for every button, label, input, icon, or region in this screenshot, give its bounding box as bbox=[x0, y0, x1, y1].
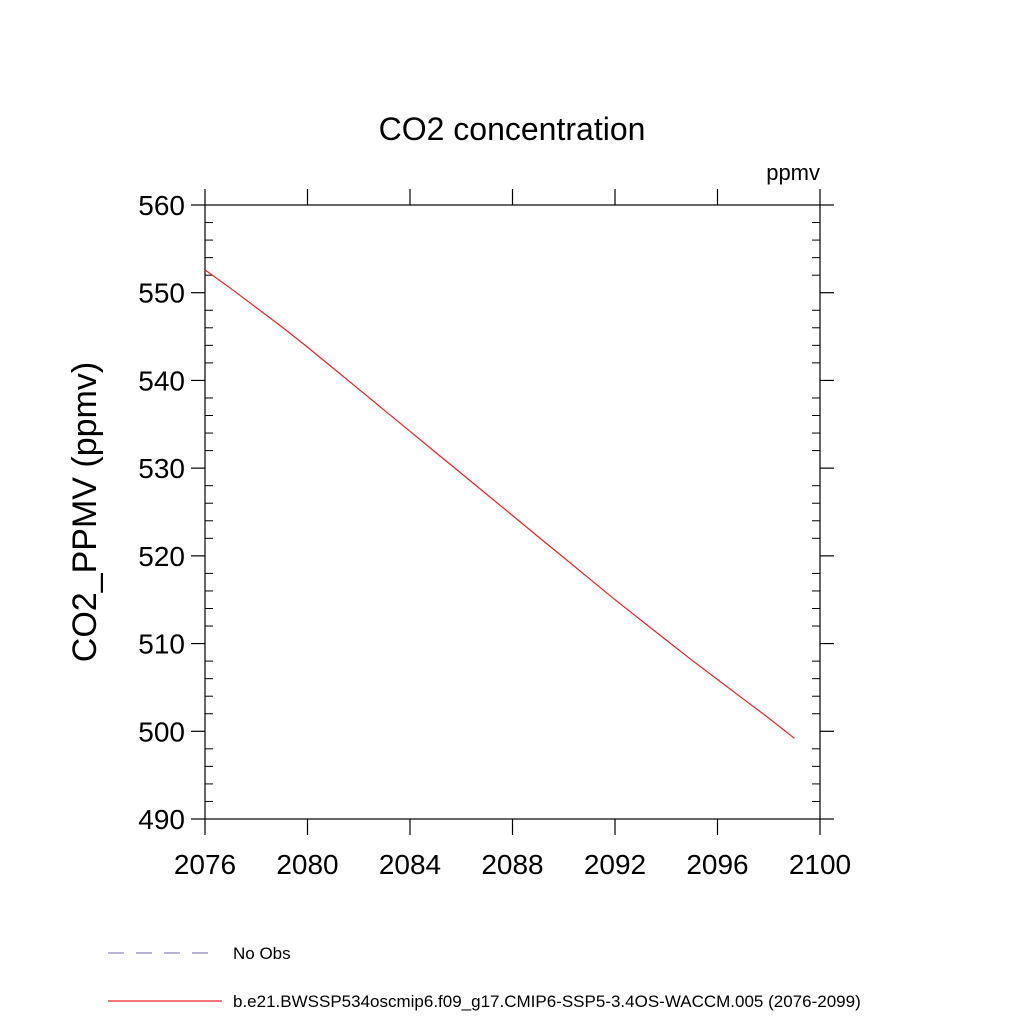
y-axis-label: CO2_PPMV (ppmv) bbox=[66, 362, 104, 662]
y-tick-label: 540 bbox=[138, 365, 185, 396]
plot-frame bbox=[204, 204, 821, 820]
x-tick-label: 2080 bbox=[276, 849, 338, 880]
units-label: ppmv bbox=[766, 160, 820, 185]
x-tick-label: 2092 bbox=[584, 849, 646, 880]
y-tick-label: 560 bbox=[138, 190, 185, 221]
legend-label: No Obs bbox=[233, 944, 291, 963]
y-tick-label: 550 bbox=[138, 278, 185, 309]
x-tick-label: 2084 bbox=[379, 849, 441, 880]
y-tick-label: 530 bbox=[138, 453, 185, 484]
x-tick-label: 2100 bbox=[789, 849, 851, 880]
tick-labels: 2076 2080 2084 2088 2092 2096 2100 490 500 510 520… bbox=[138, 190, 851, 880]
series-layer bbox=[204, 269, 795, 739]
series-line bbox=[204, 269, 795, 739]
axis-ticks bbox=[191, 189, 834, 835]
y-tick-label: 520 bbox=[138, 541, 185, 572]
chart-title: CO2 concentration bbox=[379, 111, 646, 147]
y-tick-label: 510 bbox=[138, 629, 185, 660]
y-tick-label: 500 bbox=[138, 716, 185, 747]
x-tick-label: 2076 bbox=[174, 849, 236, 880]
legend-label: b.e21.BWSSP534oscmip6.f09_g17.CMIP6-SSP5… bbox=[233, 992, 861, 1011]
x-tick-label: 2088 bbox=[481, 849, 543, 880]
legend: No Obs b.e21.BWSSP534oscmip6.f09_g17.CMIP… bbox=[108, 944, 861, 1011]
x-tick-label: 2096 bbox=[686, 849, 748, 880]
y-tick-label: 490 bbox=[138, 804, 185, 835]
